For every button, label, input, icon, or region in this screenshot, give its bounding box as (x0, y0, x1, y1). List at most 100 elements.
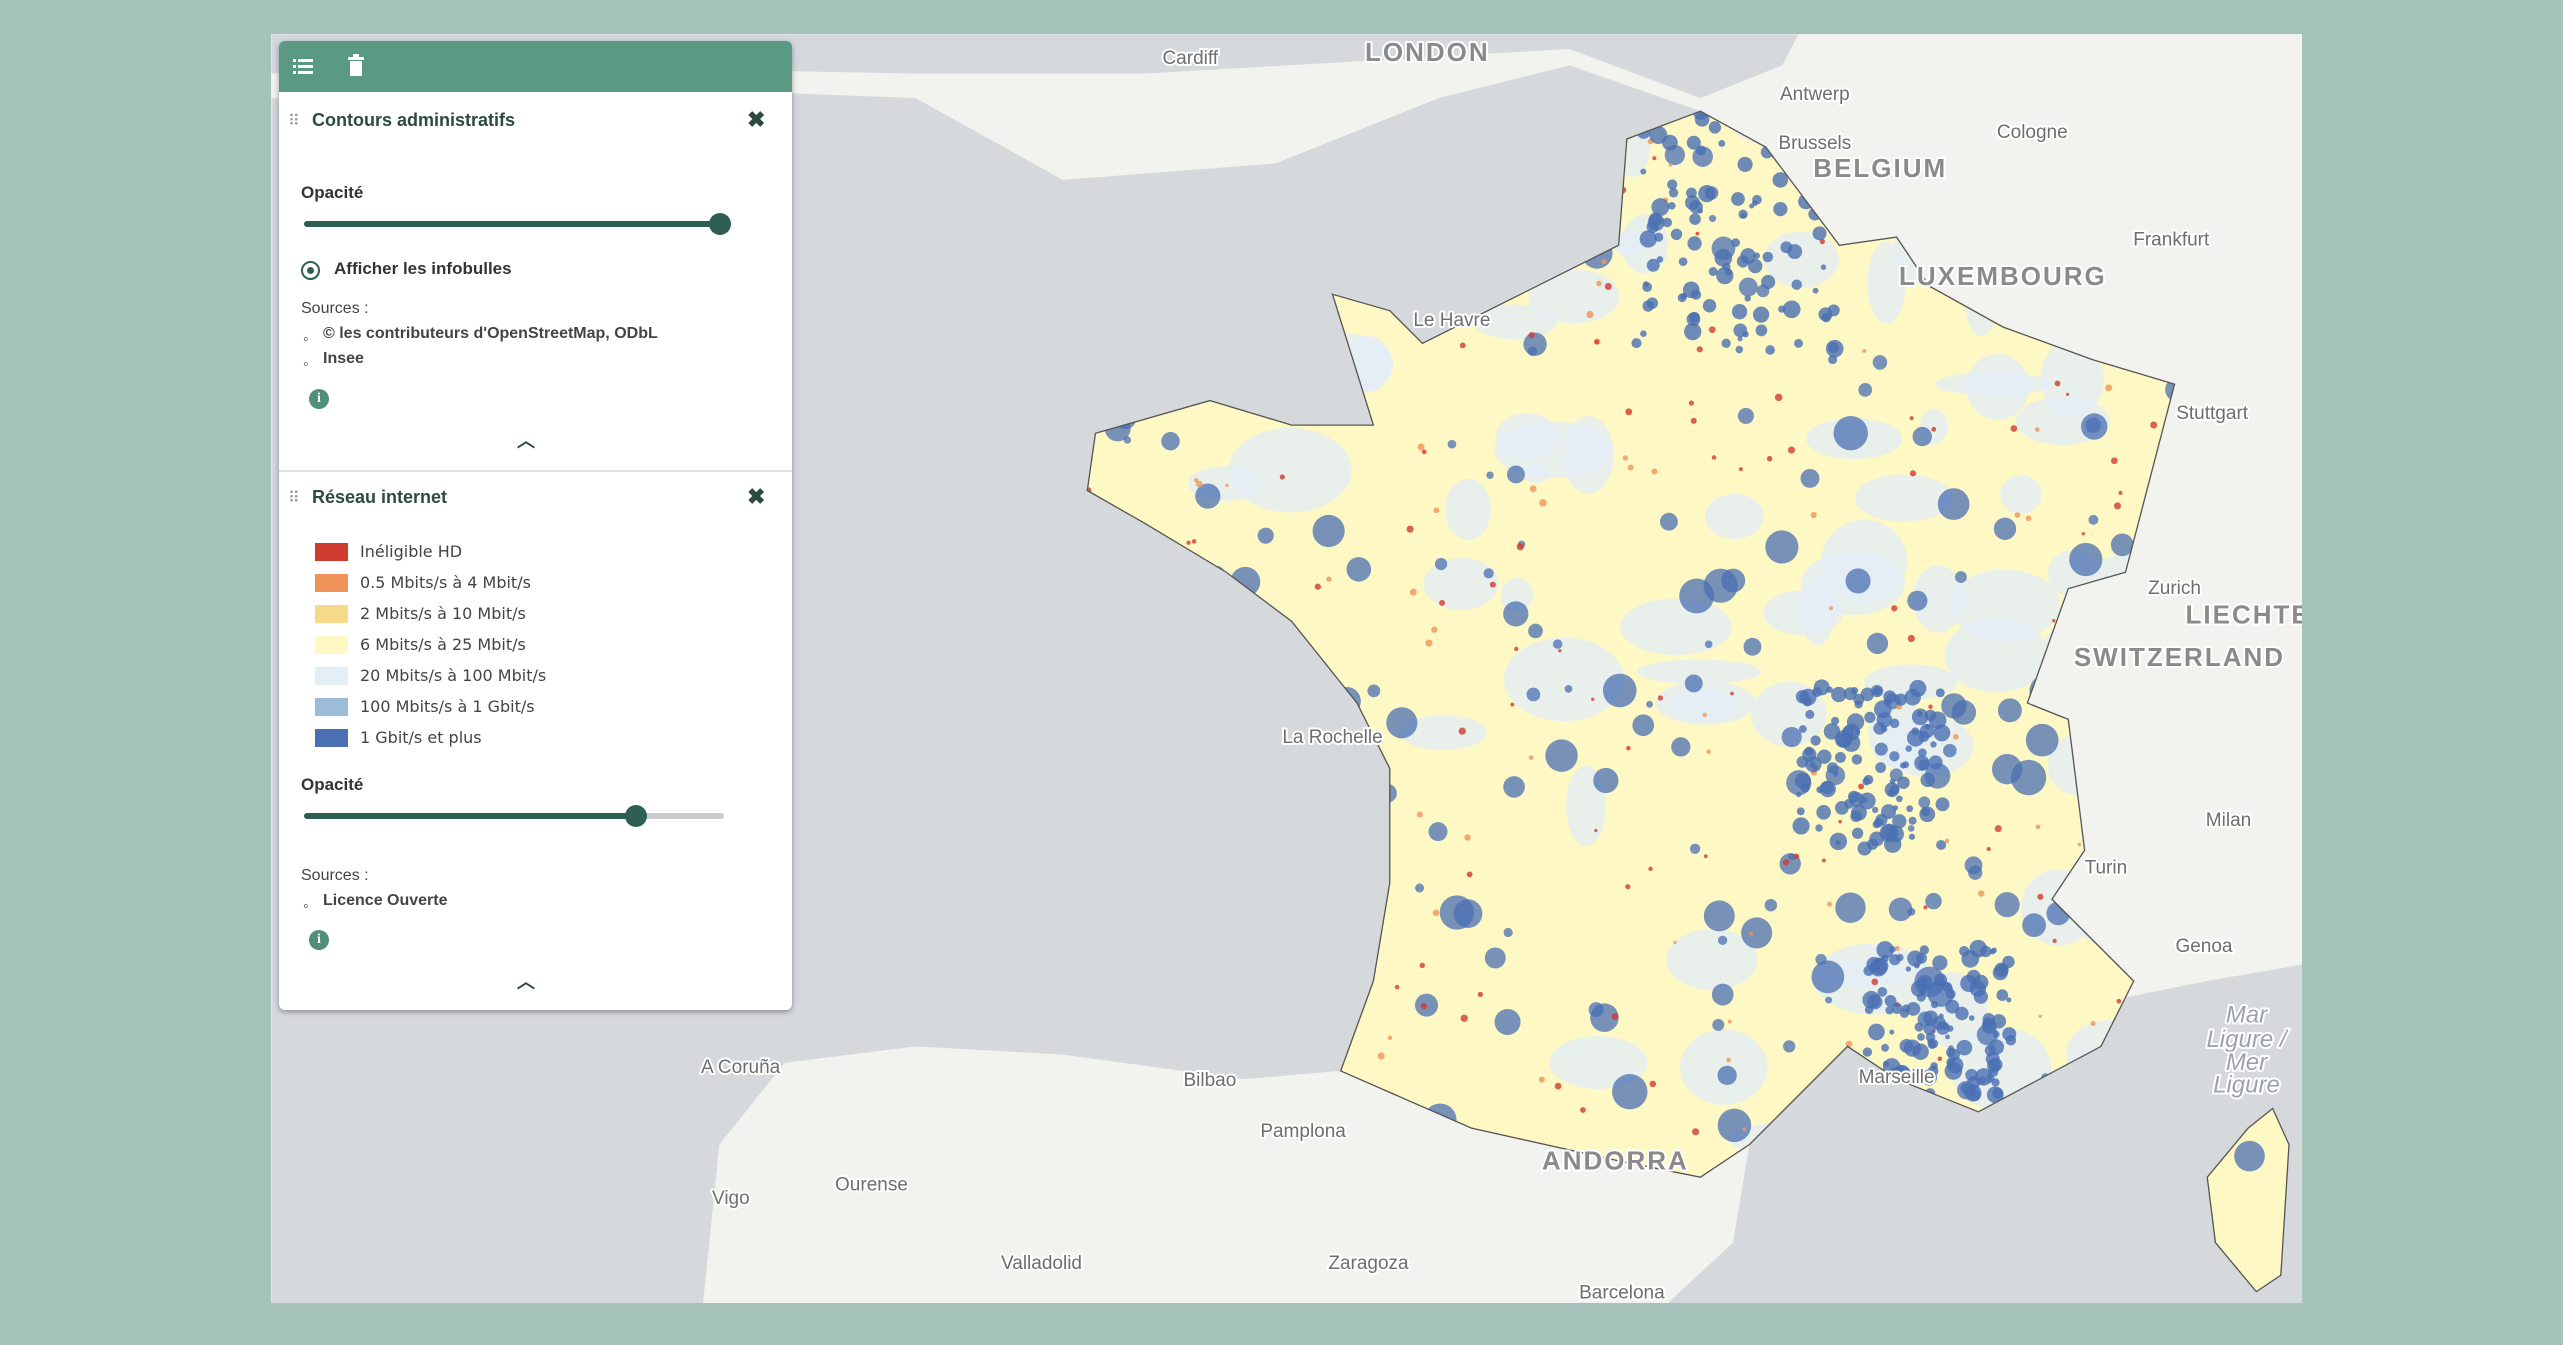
coverage-dot (1657, 695, 1664, 701)
coverage-patch (1933, 973, 1948, 987)
coverage-patch (1552, 639, 1563, 649)
coverage-patch (1896, 953, 1904, 962)
coverage-dot (1828, 606, 1834, 611)
coverage-patch (1860, 687, 1875, 702)
coverage-patch (1810, 735, 1821, 746)
place-label: Cardiff (1162, 48, 1218, 69)
coverage-patch (1504, 637, 1625, 722)
coverage-dot (1416, 811, 1423, 818)
coverage-dot (1558, 649, 1562, 653)
place-label: Cologne (1997, 122, 2068, 143)
coverage-patch (1815, 824, 1823, 832)
coverage-patch (1850, 687, 1859, 695)
coverage-patch (1969, 980, 1987, 997)
coverage-patch (1833, 415, 1868, 451)
coverage-patch (2069, 542, 2103, 577)
coverage-dot (2034, 427, 2040, 432)
coverage-dot (1871, 978, 1879, 986)
coverage-dot (1466, 871, 1473, 878)
coverage-dot (2105, 384, 2113, 392)
coverage-patch (1851, 754, 1863, 765)
coverage-patch (1908, 833, 1916, 840)
coverage-dot (1673, 940, 1677, 945)
coverage-patch (1873, 686, 1883, 696)
coverage-patch (1794, 338, 1804, 348)
coverage-patch (1718, 140, 1726, 147)
coverage-patch (1646, 258, 1660, 272)
opacity-label: Opacité (301, 775, 364, 794)
list-button[interactable] (291, 55, 315, 79)
coverage-patch (1986, 1058, 2001, 1073)
coverage-patch (1889, 718, 1900, 729)
coverage-patch (1764, 898, 1778, 912)
coverage-patch (1649, 126, 1668, 145)
coverage-patch (1703, 568, 1738, 603)
delete-button[interactable] (345, 53, 367, 79)
coverage-patch (1850, 810, 1862, 823)
coverage-dot (1539, 499, 1547, 507)
collapse-button[interactable]: ︿ (517, 972, 535, 992)
coverage-patch (2002, 955, 2015, 969)
coverage-patch (1821, 519, 1908, 603)
coverage-patch (1731, 304, 1748, 320)
coverage-patch (1911, 708, 1929, 726)
coverage-dot (1891, 605, 1898, 612)
close-button[interactable]: ✖ (747, 484, 766, 509)
coverage-patch (1646, 700, 1653, 708)
coverage-patch (1982, 1013, 1995, 1026)
coverage-patch (1761, 274, 1776, 290)
coverage-patch (1690, 289, 1702, 300)
coverage-dot (1625, 884, 1631, 890)
coverage-patch (1526, 687, 1541, 702)
coverage-dot (1652, 156, 1657, 161)
coverage-dot (1425, 639, 1433, 647)
collapse-button[interactable]: ︿ (517, 431, 535, 451)
coverage-patch (1737, 156, 1753, 172)
coverage-patch (1894, 693, 1907, 706)
coverage-dot (1907, 634, 1915, 643)
coverage-patch (1867, 994, 1883, 1010)
coverage-patch (1843, 723, 1861, 741)
coverage-patch (1817, 749, 1832, 764)
radio[interactable] (301, 261, 320, 280)
coverage-patch (1612, 231, 1645, 257)
slider-knob[interactable] (625, 805, 647, 827)
coverage-dot (2150, 421, 2158, 429)
coverage-patch (1796, 756, 1809, 768)
info-button[interactable]: i (309, 389, 329, 409)
drag-handle[interactable]: ⠿ (288, 113, 300, 130)
coverage-patch (1955, 1006, 1969, 1021)
drag-handle[interactable]: ⠿ (288, 490, 300, 507)
coverage-patch (1888, 897, 1913, 922)
coverage-dot (1580, 1107, 1586, 1113)
coverage-patch (1899, 1038, 1914, 1053)
coverage-patch (1753, 252, 1760, 259)
coverage-dot (1944, 838, 1950, 844)
coverage-dot (2052, 619, 2056, 623)
coverage-patch (1612, 1073, 1648, 1110)
coverage-dot (1909, 416, 1914, 421)
coverage-patch (1891, 1002, 1903, 1015)
coverage-dot (1782, 859, 1790, 866)
coverage-patch (1930, 1000, 1939, 1009)
coverage-dot (2116, 998, 2122, 1004)
coverage-dot (1225, 483, 1229, 488)
coverage-patch (1744, 295, 1751, 302)
coverage-dot (1931, 426, 1937, 432)
coverage-dot (1477, 991, 1484, 998)
coverage-dot (1978, 890, 1985, 897)
place-label: LIECHTE (2186, 599, 2311, 629)
coverage-patch (1386, 707, 1418, 739)
legend-swatch (315, 605, 348, 623)
coverage-dot (1421, 449, 1427, 455)
coverage-patch (1893, 1064, 1911, 1083)
coverage-patch (1826, 762, 1839, 774)
slider-knob[interactable] (709, 213, 731, 235)
legend-label: 100 Mbits/s à 1 Gbit/s (360, 697, 535, 716)
close-button[interactable]: ✖ (747, 107, 766, 132)
coverage-patch (2088, 514, 2099, 525)
info-button[interactable]: i (309, 930, 329, 950)
legend-swatch (315, 698, 348, 716)
layer-panel: ⠿ Contours administratifs ✖ Opacité Affi… (279, 41, 792, 1010)
